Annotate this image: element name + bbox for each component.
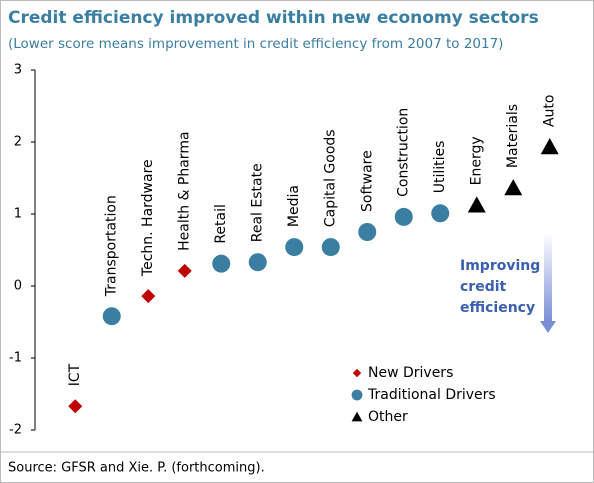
category-label: Auto <box>542 95 558 128</box>
marker <box>394 207 413 226</box>
y-tick-label: 0 <box>14 279 22 294</box>
legend-label: Traditional Drivers <box>367 387 496 403</box>
annotation: Improving <box>460 258 540 274</box>
marker <box>285 238 304 257</box>
marker <box>358 223 377 241</box>
category-label: Materials <box>505 104 521 168</box>
arrow-shaft <box>544 233 552 321</box>
y-tick-label: 3 <box>14 63 22 78</box>
marker <box>141 289 156 304</box>
chart-title: Credit efficiency improved within new ec… <box>8 8 539 28</box>
y-tick-label: -1 <box>9 351 22 366</box>
chart-subtitle: (Lower score means improvement in credit… <box>8 36 503 52</box>
marker <box>248 253 267 272</box>
marker <box>177 263 192 278</box>
category-label: Real Estate <box>250 163 266 242</box>
marker <box>467 196 486 213</box>
category-label: Utilities <box>432 141 448 194</box>
category-label: ICT <box>67 363 83 386</box>
source: Source: GFSR and Xie. P. (forthcoming). <box>8 461 265 476</box>
marker <box>212 254 231 273</box>
legend-swatch <box>351 411 363 422</box>
category-label: Retail <box>213 204 229 244</box>
legend-swatch <box>352 368 362 378</box>
marker <box>102 307 121 326</box>
legend-swatch <box>351 389 363 401</box>
y-tick-label: 2 <box>14 135 22 150</box>
category-label: Media <box>286 185 302 227</box>
annotation: efficiency <box>460 300 535 316</box>
y-tick-label: -2 <box>9 423 22 438</box>
category-label: Transportation <box>104 195 120 297</box>
y-tick-label: 1 <box>14 207 22 222</box>
category-label: Health & Pharma <box>177 131 193 250</box>
marker <box>540 138 559 155</box>
marker <box>504 179 523 196</box>
legend-label: Other <box>368 409 408 425</box>
marker <box>431 204 450 223</box>
category-label: Techn. Hardware <box>140 159 156 277</box>
category-label: Software <box>359 150 375 212</box>
category-label: Capital Goods <box>323 129 339 227</box>
category-label: Energy <box>469 136 485 185</box>
arrow-head <box>540 321 556 333</box>
marker <box>321 238 340 257</box>
legend-label: New Drivers <box>368 365 453 381</box>
marker <box>68 399 83 414</box>
annotation: credit <box>460 279 507 295</box>
category-label: Construction <box>396 108 412 197</box>
